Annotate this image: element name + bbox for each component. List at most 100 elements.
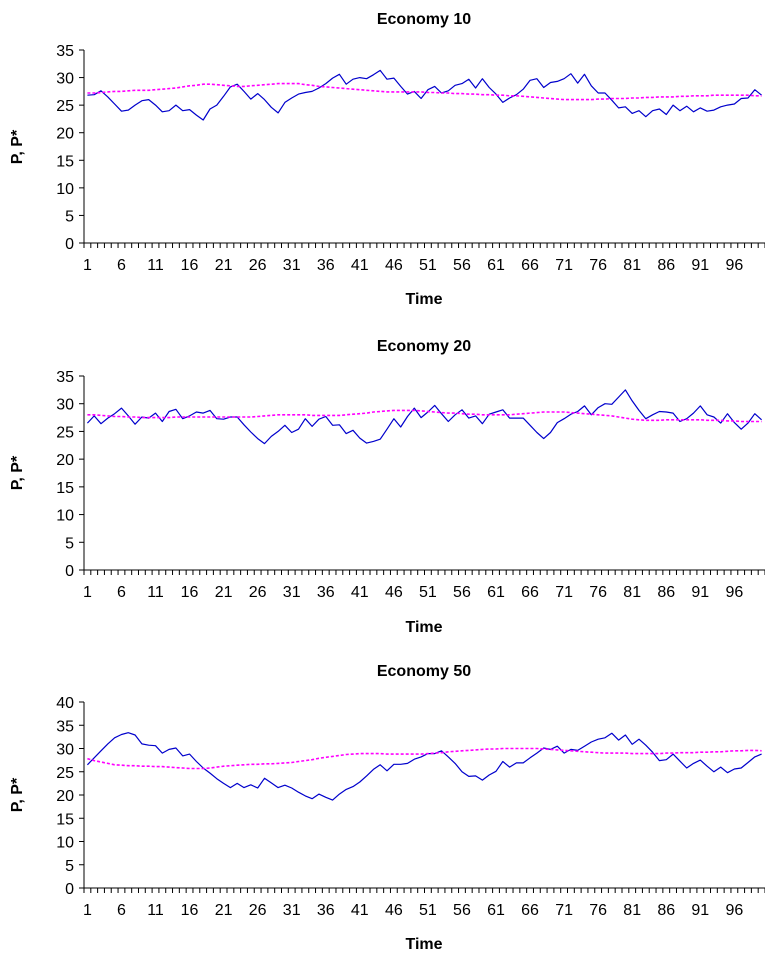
x-tick-label: 1 xyxy=(83,902,92,919)
x-tick-label: 21 xyxy=(215,257,233,274)
y-tick-label: 10 xyxy=(56,508,74,525)
x-tick-label: 46 xyxy=(385,257,403,274)
y-tick-label: 30 xyxy=(56,397,74,414)
x-tick-label: 41 xyxy=(351,584,369,601)
x-tick-label: 56 xyxy=(453,902,471,919)
x-tick-label: 56 xyxy=(453,584,471,601)
x-tick-label: 51 xyxy=(419,902,437,919)
series-line-p-star xyxy=(87,747,762,770)
y-tick-label: 0 xyxy=(65,563,74,580)
y-tick-label: 5 xyxy=(65,535,74,552)
y-tick-label: 40 xyxy=(56,695,74,712)
x-tick-label: 91 xyxy=(691,257,709,274)
x-tick-label: 81 xyxy=(623,902,641,919)
x-tick-label: 31 xyxy=(283,257,301,274)
series-line-p-star xyxy=(87,82,762,101)
x-axis-title: Time xyxy=(405,936,442,953)
y-tick-label: 20 xyxy=(56,452,74,469)
x-tick-label: 46 xyxy=(385,902,403,919)
series-line-p xyxy=(86,389,763,445)
x-tick-label: 26 xyxy=(249,584,267,601)
x-tick-label: 16 xyxy=(181,257,199,274)
x-tick-label: 76 xyxy=(589,902,607,919)
x-tick-label: 46 xyxy=(385,584,403,601)
x-tick-label: 61 xyxy=(487,257,505,274)
x-tick-label: 11 xyxy=(147,257,164,274)
x-tick-label: 31 xyxy=(283,584,301,601)
x-tick-label: 71 xyxy=(555,584,573,601)
y-tick-label: 35 xyxy=(56,369,74,386)
y-tick-label: 0 xyxy=(65,236,74,253)
x-tick-label: 51 xyxy=(419,584,437,601)
y-tick-label: 0 xyxy=(65,881,74,898)
x-axis-title: Time xyxy=(405,619,442,636)
x-tick-label: 16 xyxy=(181,902,199,919)
series-line-p-star xyxy=(87,409,762,423)
x-tick-label: 36 xyxy=(317,584,335,601)
x-tick-label: 81 xyxy=(623,584,641,601)
x-tick-label: 86 xyxy=(657,584,675,601)
x-tick-label: 71 xyxy=(555,257,573,274)
x-tick-label: 96 xyxy=(725,584,743,601)
x-tick-label: 91 xyxy=(691,584,709,601)
y-tick-label: 5 xyxy=(65,858,74,875)
x-tick-label: 71 xyxy=(555,902,573,919)
x-tick-label: 1 xyxy=(83,584,92,601)
x-tick-label: 81 xyxy=(623,257,641,274)
chart-title: Economy 50 xyxy=(377,663,471,680)
x-axis-title: Time xyxy=(405,291,442,308)
x-tick-label: 61 xyxy=(487,902,505,919)
y-tick-label: 15 xyxy=(56,811,74,828)
chart-title: Economy 10 xyxy=(377,11,471,28)
series-line-p xyxy=(86,732,762,801)
y-axis-title: P, P* xyxy=(9,455,26,490)
y-tick-label: 20 xyxy=(56,126,74,143)
x-tick-label: 6 xyxy=(117,257,126,274)
x-tick-label: 91 xyxy=(691,902,709,919)
y-tick-label: 35 xyxy=(56,43,74,60)
y-tick-label: 15 xyxy=(56,480,74,497)
y-tick-label: 35 xyxy=(56,718,74,735)
x-tick-label: 96 xyxy=(725,902,743,919)
x-tick-label: 66 xyxy=(521,584,539,601)
x-tick-label: 11 xyxy=(147,902,164,919)
y-tick-label: 30 xyxy=(56,71,74,88)
x-tick-label: 41 xyxy=(351,902,369,919)
x-tick-label: 21 xyxy=(215,584,233,601)
x-tick-label: 26 xyxy=(249,902,267,919)
x-tick-label: 26 xyxy=(249,257,267,274)
x-tick-label: 6 xyxy=(117,902,126,919)
y-tick-label: 20 xyxy=(56,788,74,805)
x-tick-label: 16 xyxy=(181,584,199,601)
y-tick-label: 25 xyxy=(56,98,74,115)
x-tick-label: 1 xyxy=(83,257,92,274)
x-tick-label: 36 xyxy=(317,902,335,919)
y-tick-label: 30 xyxy=(56,742,74,759)
x-tick-label: 6 xyxy=(117,584,126,601)
y-tick-label: 10 xyxy=(56,835,74,852)
x-tick-label: 86 xyxy=(657,902,675,919)
chart-title: Economy 20 xyxy=(377,338,471,355)
x-tick-label: 41 xyxy=(351,257,369,274)
x-tick-label: 76 xyxy=(589,584,607,601)
y-axis-title: P, P* xyxy=(9,777,26,812)
x-tick-label: 56 xyxy=(453,257,471,274)
x-tick-label: 61 xyxy=(487,584,505,601)
x-tick-label: 11 xyxy=(147,584,164,601)
x-tick-label: 66 xyxy=(521,902,539,919)
x-tick-label: 51 xyxy=(419,257,437,274)
y-tick-label: 25 xyxy=(56,765,74,782)
x-tick-label: 66 xyxy=(521,257,539,274)
x-tick-label: 21 xyxy=(215,902,233,919)
y-tick-label: 25 xyxy=(56,424,74,441)
y-axis-title: P, P* xyxy=(9,129,26,164)
y-tick-label: 10 xyxy=(56,181,74,198)
x-tick-label: 31 xyxy=(283,902,301,919)
x-tick-label: 36 xyxy=(317,257,335,274)
x-tick-label: 76 xyxy=(589,257,607,274)
y-tick-label: 15 xyxy=(56,153,74,170)
x-tick-label: 96 xyxy=(725,257,743,274)
